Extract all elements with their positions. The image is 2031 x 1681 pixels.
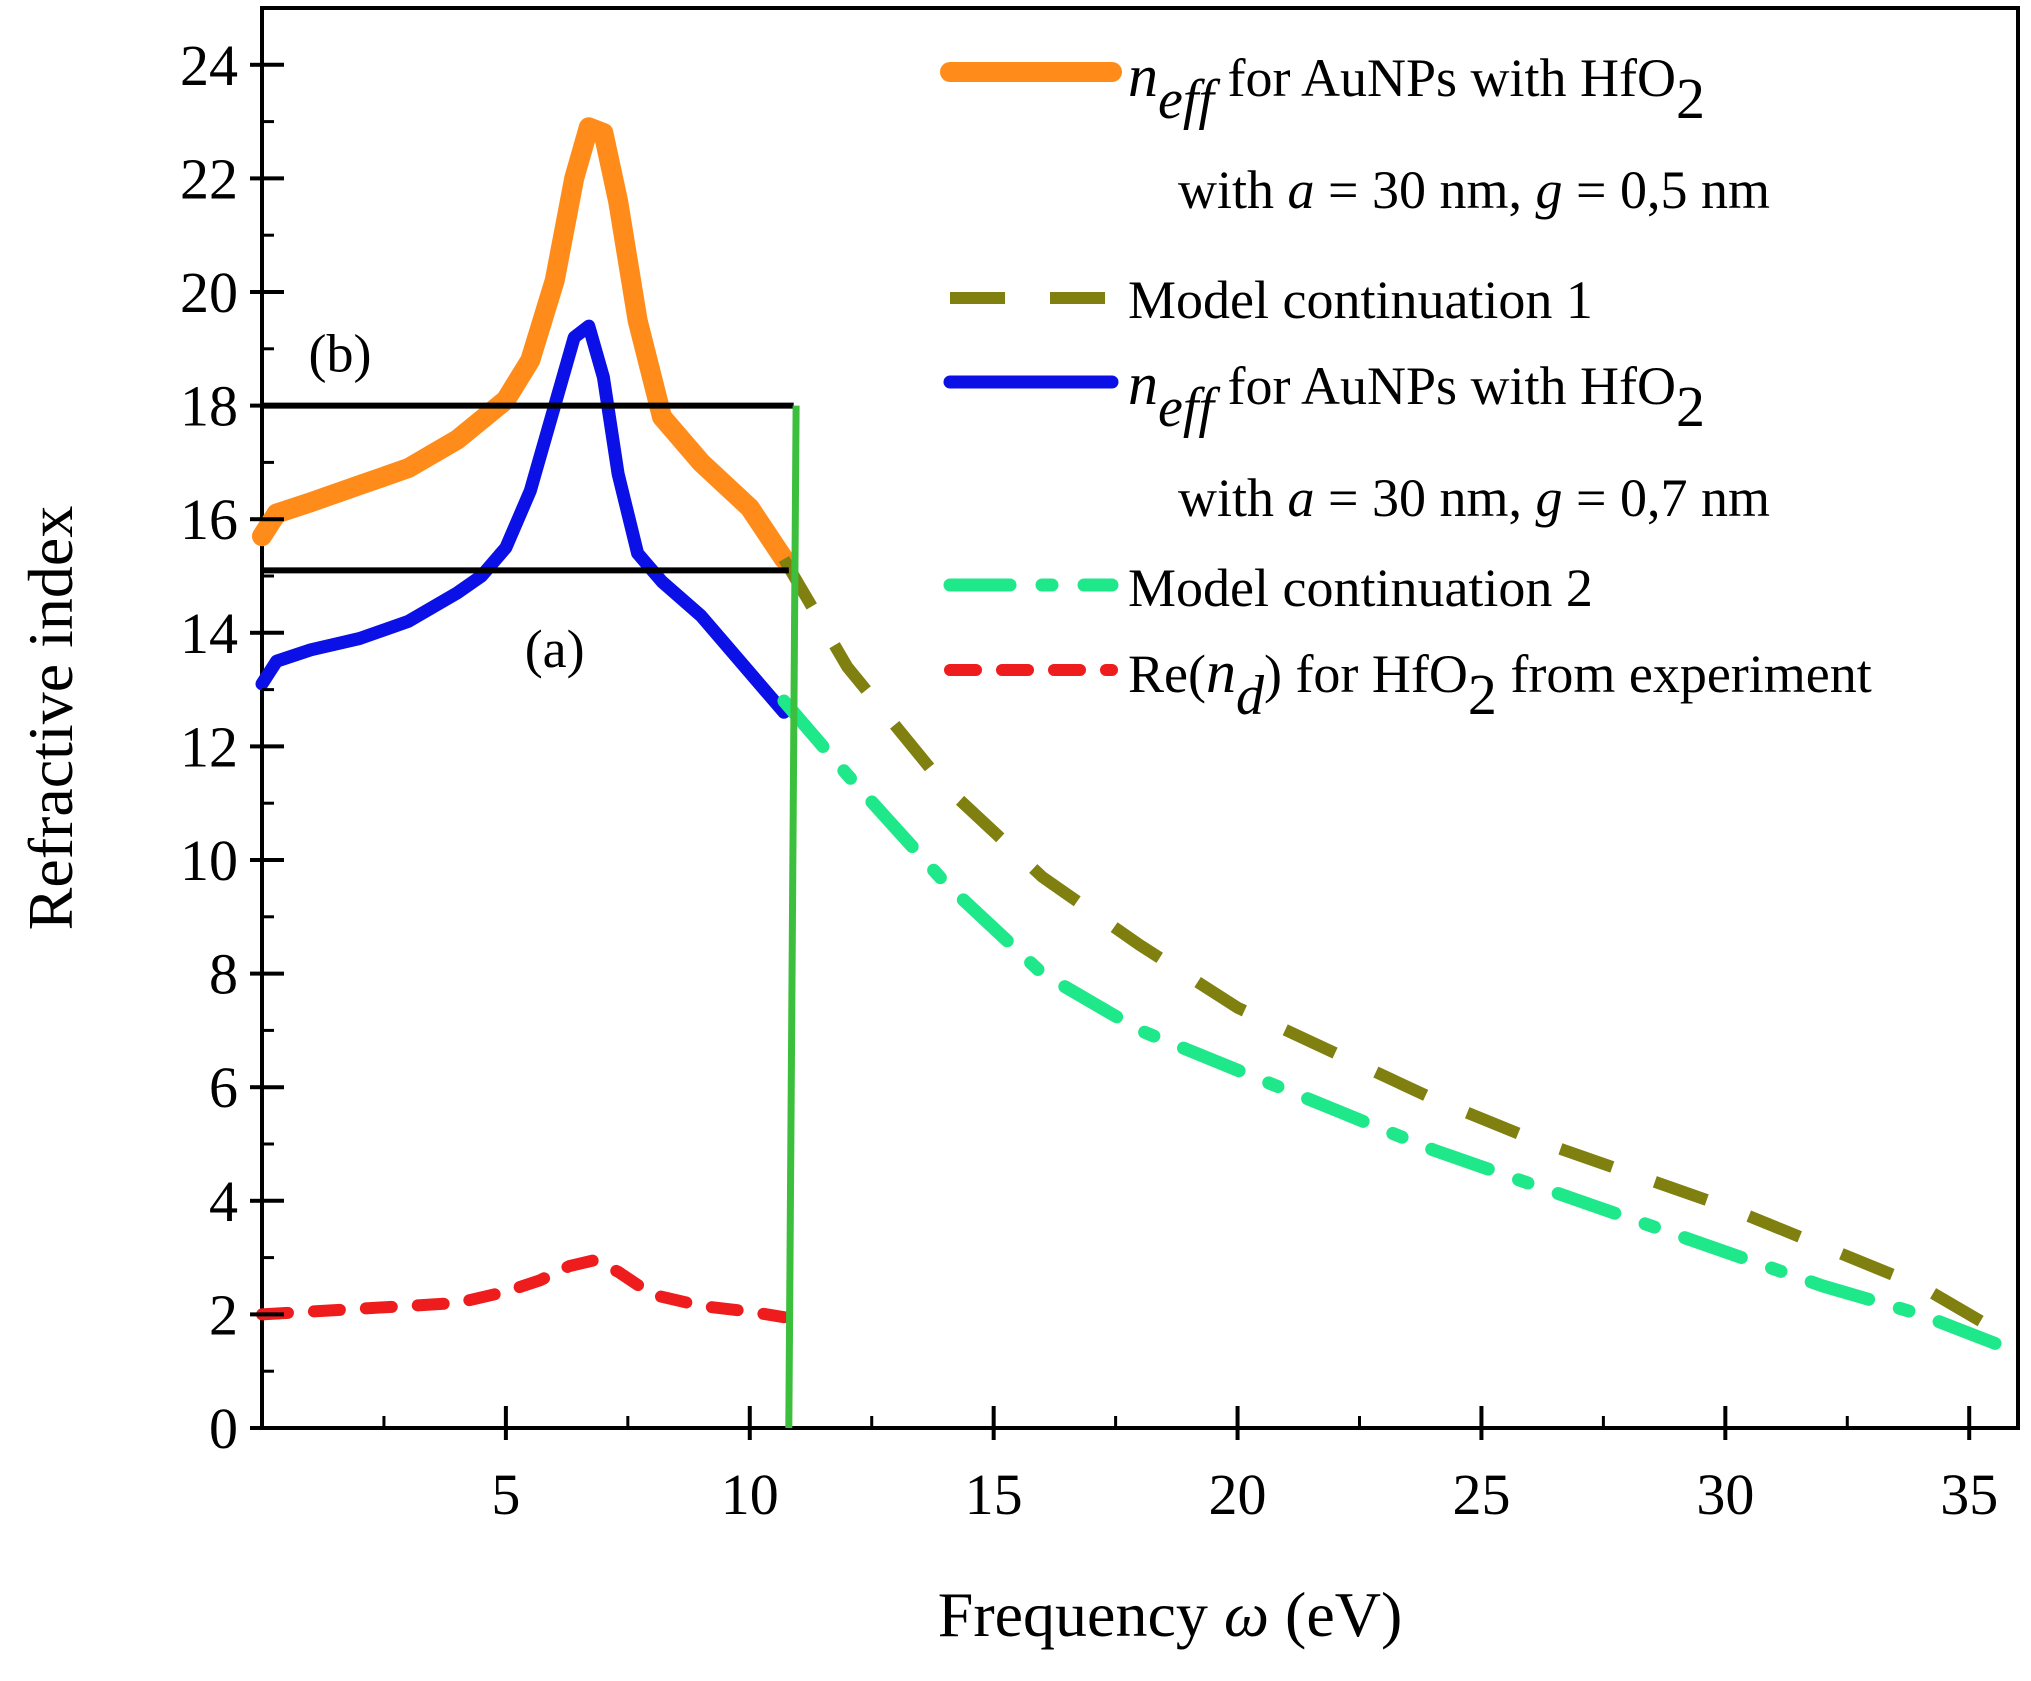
annotation-1: (b)	[309, 324, 372, 384]
x-tick-label: 5	[491, 1462, 520, 1527]
legend-label-5: Re(nd) for HfO2 from experiment	[1128, 639, 1872, 727]
x-tick-label: 30	[1696, 1462, 1754, 1527]
y-tick-label: 12	[180, 714, 238, 779]
y-tick-label: 2	[209, 1282, 238, 1347]
legend-label-4: Model continuation 2	[1128, 558, 1593, 618]
legend-label-1-line2: with a = 30 nm, g = 0,5 nm	[1178, 160, 1770, 220]
y-tick-label: 20	[180, 260, 238, 325]
plot-frame	[260, 6, 2020, 1430]
y-tick-label: 14	[180, 601, 238, 666]
y-axis-title: Refractive index	[15, 506, 86, 931]
legend-label-1: neff for AuNPs with HfO2	[1128, 43, 1705, 131]
series-line-4	[777, 694, 2015, 1355]
y-tick-label: 10	[180, 828, 238, 893]
y-tick-label: 16	[180, 487, 238, 552]
x-tick-label: 10	[721, 1462, 779, 1527]
y-tick-label: 22	[180, 146, 238, 211]
x-tick-label: 15	[965, 1462, 1023, 1527]
y-tick-label: 6	[209, 1055, 238, 1120]
series-line-1	[252, 117, 794, 569]
y-tick-label: 8	[209, 942, 238, 1007]
legend-label-3: neff for AuNPs with HfO2	[1128, 351, 1705, 439]
y-tick-label: 4	[209, 1169, 238, 1234]
x-tick-label: 35	[1940, 1462, 1998, 1527]
y-tick-label: 18	[180, 374, 238, 439]
x-axis-title: Frequency ω (eV)	[938, 1579, 1403, 1650]
y-tick-label: 24	[180, 33, 238, 98]
legend-label-2: Model continuation 1	[1128, 270, 1593, 330]
legend-label-3-line2: with a = 30 nm, g = 0,7 nm	[1178, 468, 1770, 528]
x-tick-label: 20	[1209, 1462, 1267, 1527]
annotation-2: (a)	[525, 619, 585, 679]
reference-cutoff	[785, 405, 800, 1429]
series-line-2	[778, 555, 2012, 1343]
series-line-5	[256, 1254, 790, 1324]
x-tick-label: 25	[1452, 1462, 1510, 1527]
y-tick-label: 0	[209, 1396, 238, 1461]
